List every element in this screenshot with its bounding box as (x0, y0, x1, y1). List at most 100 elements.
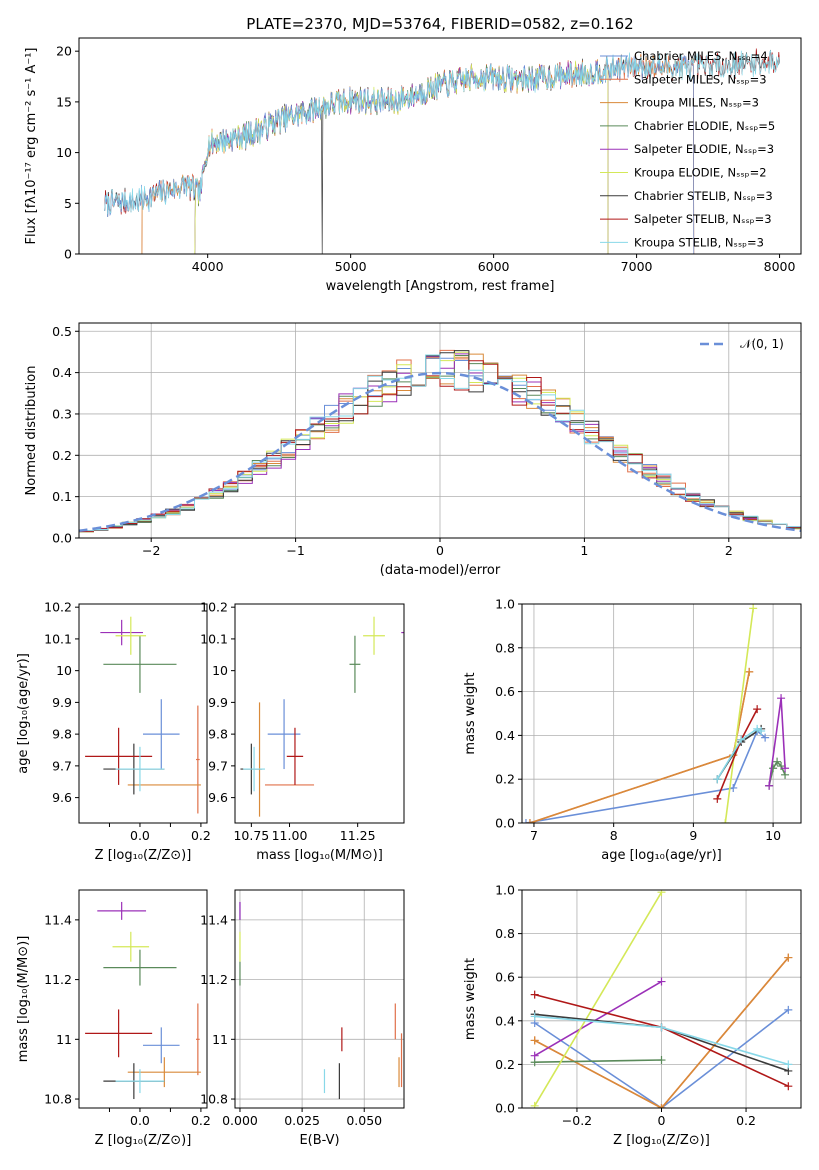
panel-ebv-mass: 0.000 0.025 0.050 10.8 11 11.2 11.4 E(B-V) (200, 889, 405, 1148)
weight-series-line (534, 1009, 789, 1108)
y-tick-label: 0.5 (52, 324, 72, 339)
plot-area (239, 901, 403, 1100)
weight-marker (761, 733, 770, 742)
y-tick-label: 0.1 (52, 489, 72, 504)
y-tick-label: 11.2 (200, 972, 228, 987)
weight-marker (784, 1005, 793, 1014)
x-tick-label: 8000 (764, 259, 796, 274)
y-tick-label: 9.6 (208, 790, 228, 805)
axes-frame (234, 889, 405, 1109)
x-tick-label: −2 (142, 543, 160, 558)
plot-area (530, 890, 793, 1108)
x-axis-label: age [log₁₀(age/yr)] (601, 848, 722, 863)
weight-marker (713, 775, 722, 784)
axes-frame (78, 37, 802, 255)
x-axis-label: (data-model)/error (380, 563, 501, 578)
weight-series-line (534, 1059, 662, 1063)
x-tick-label: 0.0 (130, 1113, 150, 1128)
plot-area (79, 349, 801, 534)
panel-spectrum: 4000 5000 6000 7000 8000 0 5 10 15 20 wavelength [… (24, 37, 802, 294)
weight-series-line (768, 698, 786, 786)
x-tick-label: 0.050 (346, 1113, 382, 1128)
x-tick-label: 9 (689, 828, 697, 843)
y-tick-label: 9.9 (208, 695, 228, 710)
y-tick-label: 0.2 (52, 448, 72, 463)
weight-marker (713, 794, 722, 803)
x-tick-label: 0.2 (736, 1113, 756, 1128)
y-tick-label: 0.4 (495, 728, 515, 743)
panel-z-age: 0.0 0.2 9.6 9.7 9.8 9.9 10 10.1 10.2 Z [log₁₀(Z/Z… (16, 600, 211, 863)
x-tick-label: 10.75 (233, 828, 269, 843)
weight-marker (530, 1012, 539, 1021)
axes-frame (521, 603, 802, 824)
y-tick-label: 11 (212, 1032, 228, 1047)
axes-frame (78, 889, 208, 1109)
weight-marker (745, 667, 754, 676)
y-tick-label: 11.4 (44, 912, 72, 927)
weight-marker (657, 890, 666, 897)
y-tick-label: 10.2 (200, 600, 228, 615)
legend-entry: Salpeter ELODIE, Nₛₛₚ=3 (634, 142, 774, 156)
weight-marker (530, 1051, 539, 1060)
y-axis-label: mass weight (463, 672, 478, 754)
weight-series-line (724, 608, 754, 823)
plot-area (85, 901, 201, 1100)
y-axis-label: Flux [fλ10⁻¹⁷ erg cm⁻² s⁻¹ A⁻¹] (24, 48, 39, 245)
plot-area (104, 48, 780, 254)
y-tick-label: 11.4 (200, 912, 228, 927)
spectrum-series-line (104, 50, 780, 215)
y-tick-label: 10.1 (44, 631, 72, 646)
gaussian-curve (79, 371, 801, 533)
y-tick-label: 10.8 (200, 1092, 228, 1107)
weight-marker (530, 1101, 539, 1108)
weight-marker (784, 1082, 793, 1091)
y-tick-label: 11.2 (44, 972, 72, 987)
weight-marker (657, 977, 666, 986)
y-tick-label: 9.9 (52, 695, 72, 710)
panel-z-mass: 0.0 0.2 10.8 11 11.2 11.4 Z [log₁₀(Z/Z⊙)] mass … (16, 889, 211, 1148)
x-tick-label: 4000 (192, 259, 224, 274)
legend-entry: Kroupa STELIB, Nₛₛₚ=3 (634, 235, 764, 249)
plot-area (522, 604, 790, 823)
y-tick-label: 0.2 (495, 1057, 515, 1072)
y-tick-label: 10 (56, 145, 72, 160)
axes-frame (234, 603, 405, 824)
y-tick-label: 10 (56, 663, 72, 678)
y-tick-label: 20 (56, 44, 72, 59)
y-tick-label: 0.0 (52, 531, 72, 546)
weight-marker (525, 819, 534, 823)
y-tick-label: 15 (56, 94, 72, 109)
legend-entry: Kroupa ELODIE, Nₛₛₚ=2 (634, 166, 767, 180)
y-tick-label: 0.4 (495, 1013, 515, 1028)
plot-area (240, 616, 404, 817)
legend-entry: Chabrier ELODIE, Nₛₛₚ=5 (634, 119, 775, 133)
x-axis-label: Z [log₁₀(Z/Z⊙)] (613, 1133, 710, 1148)
plot-area (85, 616, 201, 814)
y-tick-label: 11 (56, 1032, 72, 1047)
y-tick-label: 9.8 (52, 727, 72, 742)
weight-series-line (534, 980, 662, 1057)
weight-marker (765, 781, 774, 790)
y-tick-label: 0.3 (52, 406, 72, 421)
weight-marker (657, 1023, 666, 1032)
weight-marker (784, 953, 793, 962)
y-tick-label: 0.6 (495, 684, 515, 699)
x-axis-label: Z [log₁₀(Z/Z⊙)] (95, 848, 192, 863)
axes-frame (78, 603, 208, 824)
weight-marker (753, 705, 762, 714)
x-tick-label: 0 (658, 1113, 666, 1128)
legend-entry: Chabrier MILES, Nₛₛₚ=4 (634, 49, 768, 63)
x-tick-label: 0.025 (284, 1113, 320, 1128)
y-tick-label: 10 (212, 663, 228, 678)
x-axis-label: E(B-V) (299, 1133, 339, 1148)
legend-entry: Salpeter STELIB, Nₛₛₚ=3 (634, 212, 772, 226)
y-tick-label: 1.0 (495, 597, 515, 612)
y-tick-label: 9.8 (208, 727, 228, 742)
x-tick-label: 2 (725, 543, 733, 558)
weight-marker (530, 990, 539, 999)
x-tick-label: 0 (436, 543, 444, 558)
y-tick-label: 10.8 (44, 1092, 72, 1107)
x-tick-label: 0.2 (191, 828, 211, 843)
y-tick-label: 0.8 (495, 926, 515, 941)
y-tick-label: 0 (64, 247, 72, 262)
